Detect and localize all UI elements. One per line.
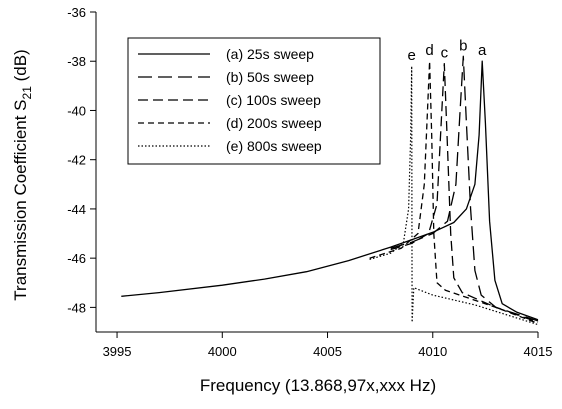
legend-label-a: (a) 25s sweep [226,46,314,62]
y-tick-label: -48 [67,300,86,315]
y-tick-label: -40 [67,103,86,118]
y-tick-label: -46 [67,251,86,266]
series-line-b [390,55,539,322]
peak-label-d: d [425,42,433,59]
legend-box [127,37,381,165]
x-tick-label: 4000 [208,344,237,359]
peak-label-a: a [478,42,487,59]
series-line-c [390,63,539,323]
x-tick-label: 4010 [418,344,447,359]
y-tick-label: -44 [67,202,86,217]
peak-label-e: e [408,47,416,64]
legend: (a) 25s sweep (b) 50s sweep (c) 100s sweep… [127,37,381,165]
y-tick-label: -42 [67,153,86,168]
peak-label-c: c [441,45,449,62]
axes [90,11,539,338]
x-tick-label: 4005 [313,344,342,359]
legend-label-e: (e) 800s sweep [226,138,322,154]
peak-label-b: b [459,37,467,54]
x-tick-label: 4015 [524,344,553,359]
legend-label-b: (b) 50s sweep [226,69,314,85]
legend-label-d: (d) 200s sweep [226,115,322,131]
series-line-a [121,60,539,321]
legend-label-c: (c) 100s sweep [226,92,321,108]
series-line-d [369,60,539,325]
x-tick-label: 3995 [103,344,132,359]
x-axis-label: Frequency (13.868,97x,xxx Hz) [200,376,436,395]
y-tick-label: -38 [67,54,86,69]
series-line-e [369,65,539,326]
y-axis-label: Transmission Coefficient S21 (dB) [11,49,34,300]
y-tick-label: -36 [67,5,86,20]
tick-labels: 3995 4000 4005 4010 4015 -36 -38 -40 -42 -44 -46 -4… [67,5,552,359]
plot-area [121,55,539,326]
